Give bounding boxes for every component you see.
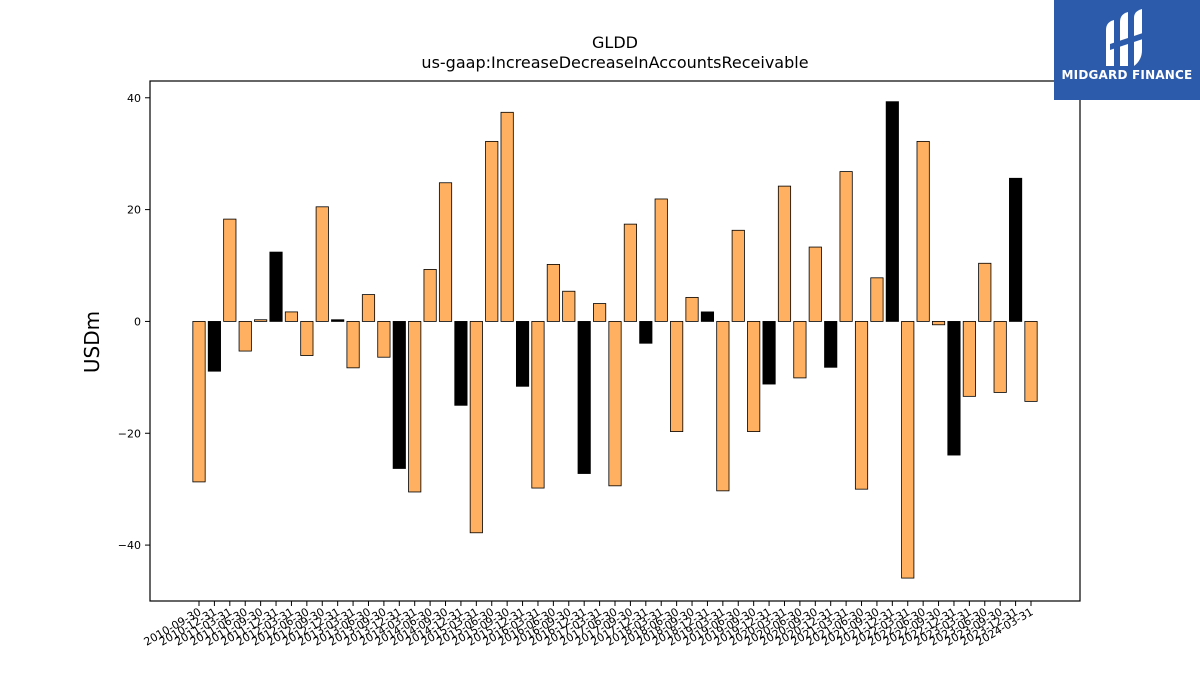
bar-2011-06-30 [238,321,252,352]
bar-2019-06-30 [731,229,745,322]
y-tick-label: −20 [118,427,141,440]
bar-2016-09-30 [562,290,576,322]
bar-2013-03-31 [346,321,360,369]
brand-name: MIDGARD FINANCE [1061,68,1193,82]
bar-2021-09-30 [870,277,884,322]
brand-logo: MIDGARD FINANCE [1054,0,1200,100]
bar-2010-09-30 [192,321,206,483]
bar-2021-06-30 [854,321,869,490]
bar-2019-09-30 [747,321,761,432]
bar-2014-12-31 [454,321,468,406]
bar-2018-03-31 [654,198,668,322]
bar-2014-09-30 [438,182,453,322]
y-tick-label: −40 [118,539,141,552]
bar-2023-12-31 [1009,177,1023,322]
bar-2023-09-30 [993,321,1007,393]
bar-2021-12-31 [885,101,899,322]
bar-2019-03-31 [716,321,730,492]
bar-2022-06-30 [916,140,930,322]
bar-2011-09-30 [254,319,268,322]
bar-2011-12-31 [269,251,283,322]
bar-2024-03-31 [1024,321,1038,402]
brand-mark-icon [1106,9,1146,66]
bar-2014-06-30 [423,269,437,322]
bar-2018-06-30 [670,321,684,432]
bar-2013-12-31 [392,321,406,469]
bar-2017-12-31 [639,321,653,344]
bar-2023-03-31 [962,321,976,397]
plot-frame [149,80,1081,602]
bar-2017-03-31 [593,303,607,322]
y-axis-label: USDm [80,311,104,373]
y-tick-label: 0 [134,315,141,328]
bar-2012-09-30 [315,206,329,322]
bar-2012-12-31 [331,319,345,322]
bar-2014-03-31 [408,321,422,493]
bar-2020-03-31 [777,185,792,322]
bar-2021-03-31 [839,171,853,322]
bar-2012-03-31 [284,311,299,322]
bar-2020-09-30 [808,246,822,322]
y-tick-label: 20 [127,204,141,217]
bar-2015-06-30 [485,140,499,322]
bar-2017-09-30 [623,223,637,322]
bar-2018-12-31 [700,311,715,322]
bars-group [192,101,1038,579]
bar-2019-12-31 [762,321,776,385]
bar-2015-03-31 [469,321,483,534]
bar-2022-12-31 [947,321,961,456]
bar-2020-06-30 [793,321,807,379]
bar-2010-12-31 [207,321,221,372]
bar-2022-09-30 [931,321,946,326]
bar-2017-06-30 [608,321,622,487]
bar-2015-09-30 [500,111,514,322]
bar-2020-12-31 [824,321,838,368]
y-tick-label: 40 [127,92,141,105]
y-axis: 40 20 0 −20 −40 [118,92,150,552]
bar-2022-03-31 [901,321,915,579]
bar-2011-03-31 [223,218,237,322]
bar-2016-12-31 [577,321,591,474]
bar-2023-06-30 [978,262,992,322]
bar-2012-06-30 [300,321,314,356]
bar-2018-09-30 [685,296,699,322]
bar-2013-09-30 [377,321,391,358]
bar-2013-06-30 [361,294,376,322]
x-axis: 2010-09-302010-12-312011-03-312011-06-30… [142,601,1036,649]
chart-subtitle: us-gaap:IncreaseDecreaseInAccountsReceiv… [421,53,808,72]
chart-title: GLDD [592,33,638,52]
bar-2015-12-31 [515,321,530,387]
bar-2016-06-30 [546,263,560,322]
bar-2016-03-31 [531,321,545,489]
